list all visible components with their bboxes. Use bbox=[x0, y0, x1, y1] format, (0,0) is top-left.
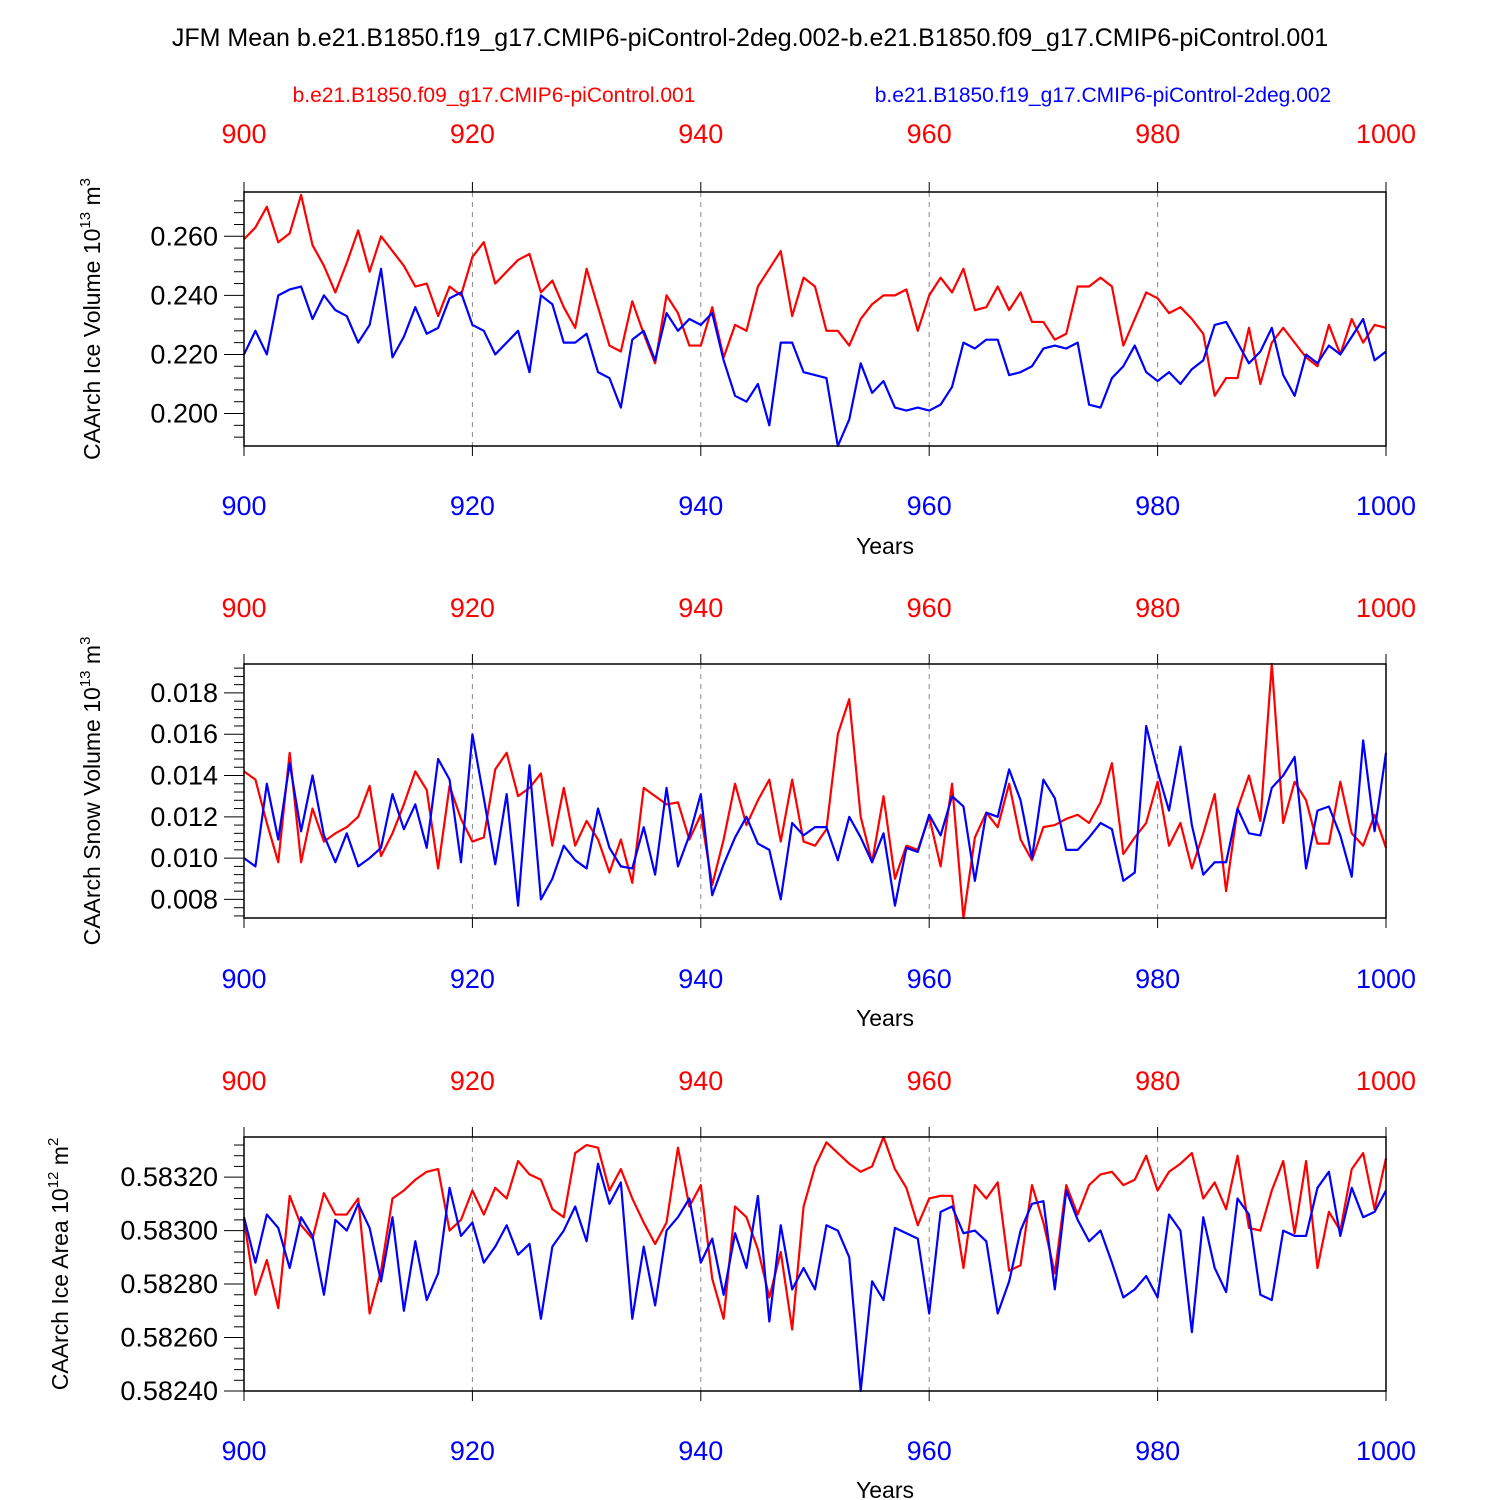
y-axis-label-unit: m bbox=[47, 1146, 73, 1172]
x-tick-label-bottom: 960 bbox=[907, 491, 952, 521]
x-axis-label: Years bbox=[856, 533, 914, 559]
x-tick-label-top: 920 bbox=[450, 593, 495, 623]
x-tick-label-top: 980 bbox=[1135, 119, 1180, 149]
panel-2: 0.008 0.010 0.012 0.014 0.016 0.018 900 900 920 9… bbox=[77, 593, 1416, 1031]
figure-title: JFM Mean b.e21.B1850.f19_g17.CMIP6-piCon… bbox=[172, 24, 1328, 52]
series-line-blue bbox=[242, 1162, 1387, 1393]
x-tick-label-top: 940 bbox=[678, 119, 723, 149]
y-tick-label: 0.014 bbox=[150, 761, 218, 791]
y-axis-label-unit-exponent: 3 bbox=[77, 178, 94, 186]
series-line-blue bbox=[243, 267, 1387, 448]
panel-1: 0.200 0.220 0.240 0.260 900 900 920 920 940 940 96… bbox=[77, 119, 1416, 559]
y-tick-label: 0.200 bbox=[150, 399, 218, 429]
y-axis-label-unit-exponent: 3 bbox=[77, 637, 94, 645]
x-tick-label-bottom: 900 bbox=[221, 964, 266, 994]
plot-frame bbox=[243, 191, 1387, 447]
y-axis-label-text: CAArch Ice Area 10 bbox=[47, 1188, 73, 1390]
y-tick-label: 0.58320 bbox=[120, 1162, 218, 1192]
series-line-red bbox=[243, 193, 1387, 397]
x-tick-label-bottom: 980 bbox=[1135, 964, 1180, 994]
x-tick-label-top: 960 bbox=[907, 1066, 952, 1096]
y-tick-label: 0.58240 bbox=[120, 1376, 218, 1406]
x-tick-label-bottom: 920 bbox=[450, 964, 495, 994]
x-tick-label-top: 900 bbox=[221, 119, 266, 149]
series-line-blue bbox=[243, 724, 1388, 907]
x-axis-label: Years bbox=[856, 1005, 914, 1031]
x-tick-label-bottom: 960 bbox=[907, 964, 952, 994]
series-line-red bbox=[243, 662, 1388, 920]
y-axis-label: CAArch Ice Volume 1013 m3 bbox=[77, 178, 105, 460]
y-tick-label: 0.240 bbox=[150, 280, 218, 310]
x-tick-label-bottom: 1000 bbox=[1356, 964, 1416, 994]
y-axis-label-exponent: 13 bbox=[77, 670, 94, 687]
x-tick-label-bottom: 980 bbox=[1135, 491, 1180, 521]
x-axis-label: Years bbox=[856, 1477, 914, 1500]
x-tick-label-top: 920 bbox=[450, 1066, 495, 1096]
x-tick-label-top: 920 bbox=[450, 119, 495, 149]
y-tick-label: 0.018 bbox=[150, 678, 218, 708]
y-axis-label: CAArch Snow Volume 1013 m3 bbox=[77, 637, 105, 946]
y-axis-label-unit: m bbox=[79, 186, 105, 212]
x-tick-label-top: 1000 bbox=[1356, 1066, 1416, 1096]
x-tick-label-top: 960 bbox=[907, 119, 952, 149]
x-tick-label-bottom: 900 bbox=[221, 491, 266, 521]
panel-3: 0.58240 0.58260 0.58280 0.58300 0.58320 900 90… bbox=[45, 1066, 1416, 1500]
y-tick-label: 0.016 bbox=[150, 719, 218, 749]
y-axis-label-unit-exponent: 2 bbox=[45, 1138, 62, 1146]
x-tick-label-top: 960 bbox=[907, 593, 952, 623]
x-tick-label-bottom: 940 bbox=[678, 1436, 723, 1466]
y-tick-label: 0.58260 bbox=[120, 1323, 218, 1353]
x-tick-label-bottom: 1000 bbox=[1356, 1436, 1416, 1466]
y-axis-label-exponent: 12 bbox=[45, 1172, 62, 1189]
x-tick-label-top: 980 bbox=[1135, 1066, 1180, 1096]
x-tick-label-top: 900 bbox=[221, 1066, 266, 1096]
x-tick-label-bottom: 980 bbox=[1135, 1436, 1180, 1466]
y-tick-label: 0.58300 bbox=[120, 1216, 218, 1246]
plot-frame bbox=[243, 663, 1387, 919]
series-line-red bbox=[242, 1135, 1388, 1331]
x-tick-label-bottom: 900 bbox=[221, 1436, 266, 1466]
y-axis-label-exponent: 13 bbox=[77, 212, 94, 229]
x-tick-label-top: 980 bbox=[1135, 593, 1180, 623]
legend-red-label: b.e21.B1850.f09_g17.CMIP6-piControl.001 bbox=[293, 84, 696, 107]
plot-frame bbox=[243, 1136, 1387, 1392]
x-tick-label-bottom: 920 bbox=[450, 491, 495, 521]
x-tick-label-bottom: 1000 bbox=[1356, 491, 1416, 521]
y-tick-label: 0.012 bbox=[150, 802, 218, 832]
y-tick-label: 0.008 bbox=[150, 884, 218, 914]
y-axis-label-text: CAArch Snow Volume 10 bbox=[79, 687, 105, 945]
y-tick-label: 0.58280 bbox=[120, 1269, 218, 1299]
x-tick-label-bottom: 960 bbox=[907, 1436, 952, 1466]
y-tick-label: 0.260 bbox=[150, 221, 218, 251]
x-tick-label-top: 940 bbox=[678, 593, 723, 623]
panels-container: 0.200 0.220 0.240 0.260 900 900 920 920 940 940 96… bbox=[45, 119, 1416, 1500]
x-tick-label-top: 1000 bbox=[1356, 593, 1416, 623]
legend-blue-label: b.e21.B1850.f19_g17.CMIP6-piControl-2deg… bbox=[875, 84, 1331, 107]
y-axis-label-text: CAArch Ice Volume 10 bbox=[79, 229, 105, 460]
y-axis-label-unit: m bbox=[79, 645, 105, 671]
x-tick-label-bottom: 920 bbox=[450, 1436, 495, 1466]
x-tick-label-top: 940 bbox=[678, 1066, 723, 1096]
x-tick-label-top: 1000 bbox=[1356, 119, 1416, 149]
x-tick-label-top: 900 bbox=[221, 593, 266, 623]
x-tick-label-bottom: 940 bbox=[678, 964, 723, 994]
y-tick-label: 0.220 bbox=[150, 339, 218, 369]
x-tick-label-bottom: 940 bbox=[678, 491, 723, 521]
y-tick-label: 0.010 bbox=[150, 843, 218, 873]
y-axis-label: CAArch Ice Area 1012 m2 bbox=[45, 1138, 73, 1391]
